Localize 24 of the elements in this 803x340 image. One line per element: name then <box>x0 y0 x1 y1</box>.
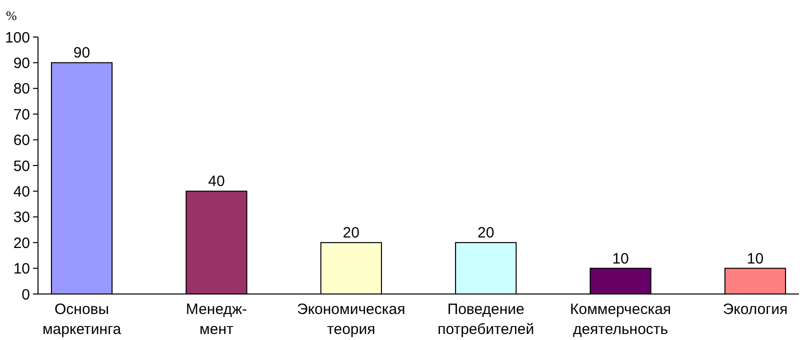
y-tick-label: 80 <box>13 80 30 98</box>
x-tick-label: Менедж- мент <box>186 301 248 338</box>
data-label: 10 <box>612 250 629 268</box>
y-tick-label: 20 <box>13 234 30 252</box>
data-label: 20 <box>478 224 494 242</box>
x-tick-label: Экономическая теория <box>297 301 406 338</box>
y-tick-label: 90 <box>13 54 30 72</box>
y-tick-label: 10 <box>13 260 30 278</box>
y-tick-label: 100 <box>4 29 30 46</box>
data-label: 10 <box>746 250 764 268</box>
y-tick-label: 50 <box>13 158 30 175</box>
data-label: 90 <box>73 44 90 62</box>
y-tick-label: 40 <box>13 183 30 200</box>
x-tick-label: Экология <box>722 301 788 318</box>
y-tick-label: 0 <box>22 286 30 304</box>
x-tick-label: Поведение потребителей <box>438 301 534 338</box>
data-label: 40 <box>208 173 225 190</box>
y-tick-label: 60 <box>13 132 30 150</box>
x-tick-label: Коммерческая деятельность <box>570 301 672 338</box>
y-tick-label: 70 <box>13 106 30 124</box>
data-label: 20 <box>342 224 360 242</box>
y-tick-label: 30 <box>13 209 30 226</box>
y-axis-title: % <box>6 8 17 23</box>
x-tick-label: Основы маркетинга <box>42 301 122 338</box>
